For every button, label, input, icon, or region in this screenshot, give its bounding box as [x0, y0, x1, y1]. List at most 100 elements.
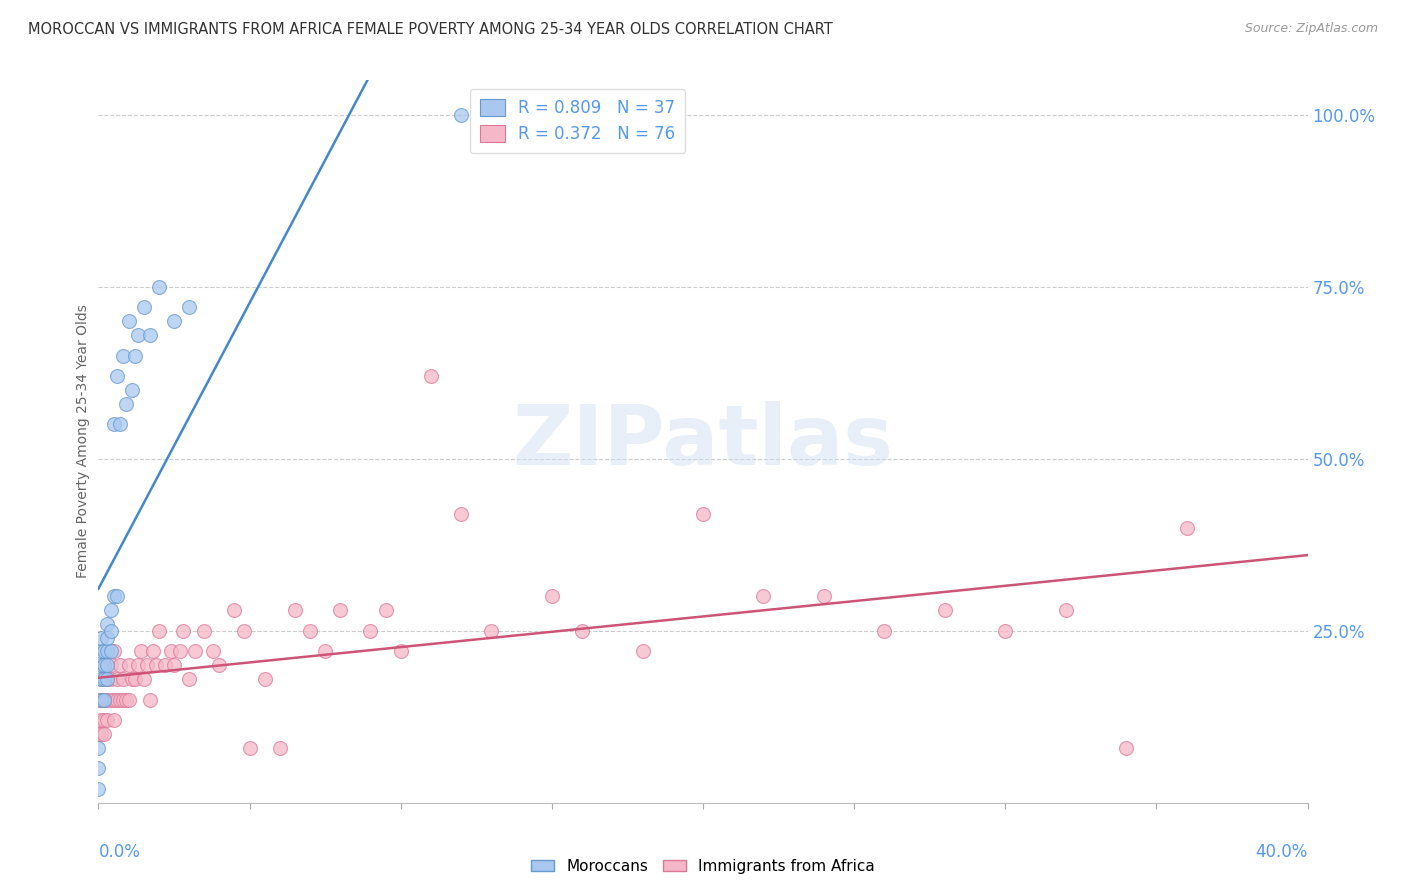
Point	[253, 672, 276, 686]
Point	[299, 624, 322, 638]
Point	[100, 624, 122, 638]
Point	[105, 672, 128, 686]
Point	[124, 672, 146, 686]
Point	[160, 644, 183, 658]
Point	[692, 507, 714, 521]
Point	[93, 658, 115, 673]
Point	[193, 624, 215, 638]
Point	[93, 672, 115, 686]
Point	[96, 616, 118, 631]
Point	[100, 603, 122, 617]
Point	[142, 644, 165, 658]
Point	[934, 603, 956, 617]
Text: ZIPatlas: ZIPatlas	[513, 401, 893, 482]
Point	[90, 644, 112, 658]
Point	[87, 727, 110, 741]
Legend: Moroccans, Immigrants from Africa: Moroccans, Immigrants from Africa	[524, 853, 882, 880]
Point	[329, 603, 352, 617]
Point	[224, 603, 246, 617]
Point	[184, 644, 207, 658]
Y-axis label: Female Poverty Among 25-34 Year Olds: Female Poverty Among 25-34 Year Olds	[76, 304, 90, 579]
Point	[100, 658, 122, 673]
Point	[450, 108, 472, 122]
Point	[93, 727, 115, 741]
Point	[994, 624, 1017, 638]
Point	[135, 658, 157, 673]
Point	[153, 658, 176, 673]
Point	[108, 692, 131, 706]
Point	[132, 672, 155, 686]
Point	[90, 658, 112, 673]
Point	[752, 590, 775, 604]
Point	[96, 672, 118, 686]
Point	[571, 624, 593, 638]
Point	[93, 658, 115, 673]
Point	[90, 692, 112, 706]
Point	[100, 692, 122, 706]
Point	[1054, 603, 1077, 617]
Point	[96, 644, 118, 658]
Point	[87, 761, 110, 775]
Point	[103, 644, 125, 658]
Point	[96, 631, 118, 645]
Point	[96, 672, 118, 686]
Text: MOROCCAN VS IMMIGRANTS FROM AFRICA FEMALE POVERTY AMONG 25-34 YEAR OLDS CORRELAT: MOROCCAN VS IMMIGRANTS FROM AFRICA FEMAL…	[28, 22, 832, 37]
Point	[202, 644, 225, 658]
Point	[90, 672, 112, 686]
Point	[129, 644, 152, 658]
Point	[124, 349, 146, 363]
Point	[420, 369, 443, 384]
Point	[103, 417, 125, 432]
Point	[163, 658, 186, 673]
Point	[179, 672, 201, 686]
Point	[111, 672, 134, 686]
Text: Source: ZipAtlas.com: Source: ZipAtlas.com	[1244, 22, 1378, 36]
Point	[148, 279, 170, 293]
Point	[108, 658, 131, 673]
Legend: R = 0.809   N = 37, R = 0.372   N = 76: R = 0.809 N = 37, R = 0.372 N = 76	[470, 88, 685, 153]
Point	[87, 692, 110, 706]
Point	[239, 740, 262, 755]
Point	[105, 692, 128, 706]
Point	[93, 692, 115, 706]
Point	[121, 383, 143, 397]
Point	[127, 327, 149, 342]
Point	[360, 624, 382, 638]
Point	[132, 301, 155, 315]
Point	[111, 349, 134, 363]
Point	[114, 692, 136, 706]
Point	[100, 644, 122, 658]
Point	[111, 692, 134, 706]
Point	[127, 658, 149, 673]
Point	[139, 327, 162, 342]
Point	[540, 590, 562, 604]
Point	[172, 624, 194, 638]
Point	[179, 301, 201, 315]
Point	[169, 644, 191, 658]
Point	[90, 713, 112, 727]
Point	[389, 644, 412, 658]
Point	[813, 590, 835, 604]
Point	[96, 713, 118, 727]
Point	[631, 644, 654, 658]
Point	[481, 624, 503, 638]
Point	[93, 672, 115, 686]
Point	[87, 782, 110, 797]
Point	[105, 590, 128, 604]
Point	[114, 397, 136, 411]
Point	[90, 692, 112, 706]
Point	[1175, 520, 1198, 534]
Point	[105, 369, 128, 384]
Point	[90, 631, 112, 645]
Point	[93, 713, 115, 727]
Point	[96, 658, 118, 673]
Point	[314, 644, 336, 658]
Point	[118, 692, 141, 706]
Point	[139, 692, 162, 706]
Point	[100, 672, 122, 686]
Point	[108, 417, 131, 432]
Point	[163, 314, 186, 328]
Point	[145, 658, 167, 673]
Point	[121, 672, 143, 686]
Point	[148, 624, 170, 638]
